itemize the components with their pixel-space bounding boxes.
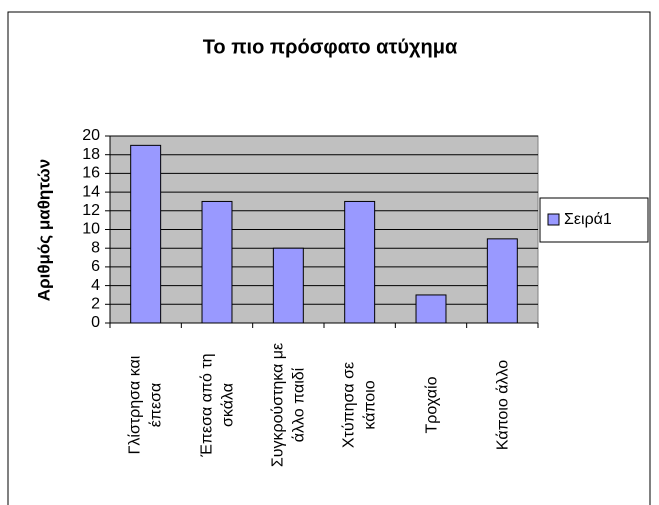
y-tick-label: 20 bbox=[82, 127, 100, 144]
x-tick-label: Έπεσα από τη σκάλα bbox=[198, 353, 236, 457]
y-tick-label: 8 bbox=[91, 239, 100, 256]
bar bbox=[130, 144, 162, 324]
chart-title: Το πιο πρόσφατο ατύχημα bbox=[203, 36, 458, 58]
bar bbox=[272, 247, 304, 324]
x-tick-label: Γλίστρησα και έπεσα bbox=[126, 355, 165, 455]
y-axis-label: Αριθμός μαθητών bbox=[34, 159, 53, 301]
legend-swatch bbox=[547, 213, 560, 226]
y-tick-label: 10 bbox=[82, 221, 100, 238]
y-tick-label: 2 bbox=[91, 296, 100, 313]
bar bbox=[344, 200, 376, 324]
bar bbox=[201, 200, 233, 324]
bar bbox=[415, 294, 447, 324]
x-tick-label: Χτύπησα σε κάποιο bbox=[340, 361, 379, 449]
y-tick-label: 14 bbox=[82, 183, 100, 200]
y-tick-label: 4 bbox=[91, 277, 100, 294]
x-tick-label: Συγκρούστηκα με άλλο παιδί bbox=[269, 342, 308, 468]
x-tick-label: Τροχαίο bbox=[422, 376, 440, 434]
y-tick-label: 12 bbox=[82, 202, 100, 219]
y-tick-label: 0 bbox=[91, 314, 100, 331]
legend-label: Σειρά1 bbox=[564, 211, 612, 228]
x-tick-label: Κάποιο άλλο bbox=[493, 359, 511, 451]
y-tick-label: 6 bbox=[91, 258, 100, 275]
bar bbox=[486, 238, 518, 324]
y-tick-label: 16 bbox=[82, 165, 100, 182]
y-tick-label: 18 bbox=[82, 146, 100, 163]
